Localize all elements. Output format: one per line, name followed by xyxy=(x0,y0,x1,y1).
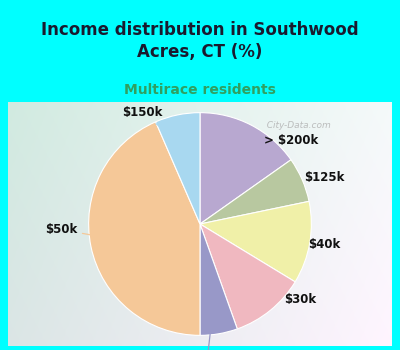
Wedge shape xyxy=(200,224,237,335)
Text: $150k: $150k xyxy=(122,106,182,144)
Wedge shape xyxy=(200,224,295,329)
Text: $125k: $125k xyxy=(276,171,345,191)
Wedge shape xyxy=(156,113,200,224)
Wedge shape xyxy=(200,160,309,224)
Text: $75k: $75k xyxy=(190,306,222,350)
Text: Multirace residents: Multirace residents xyxy=(124,83,276,97)
Text: $30k: $30k xyxy=(253,287,316,306)
Text: $50k: $50k xyxy=(45,223,119,240)
Text: Income distribution in Southwood
Acres, CT (%): Income distribution in Southwood Acres, … xyxy=(41,21,359,61)
Text: $40k: $40k xyxy=(282,238,341,251)
Wedge shape xyxy=(89,122,200,335)
Text: > $200k: > $200k xyxy=(240,134,318,152)
Wedge shape xyxy=(200,113,291,224)
Text: City-Data.com: City-Data.com xyxy=(261,121,331,131)
Wedge shape xyxy=(200,201,311,282)
